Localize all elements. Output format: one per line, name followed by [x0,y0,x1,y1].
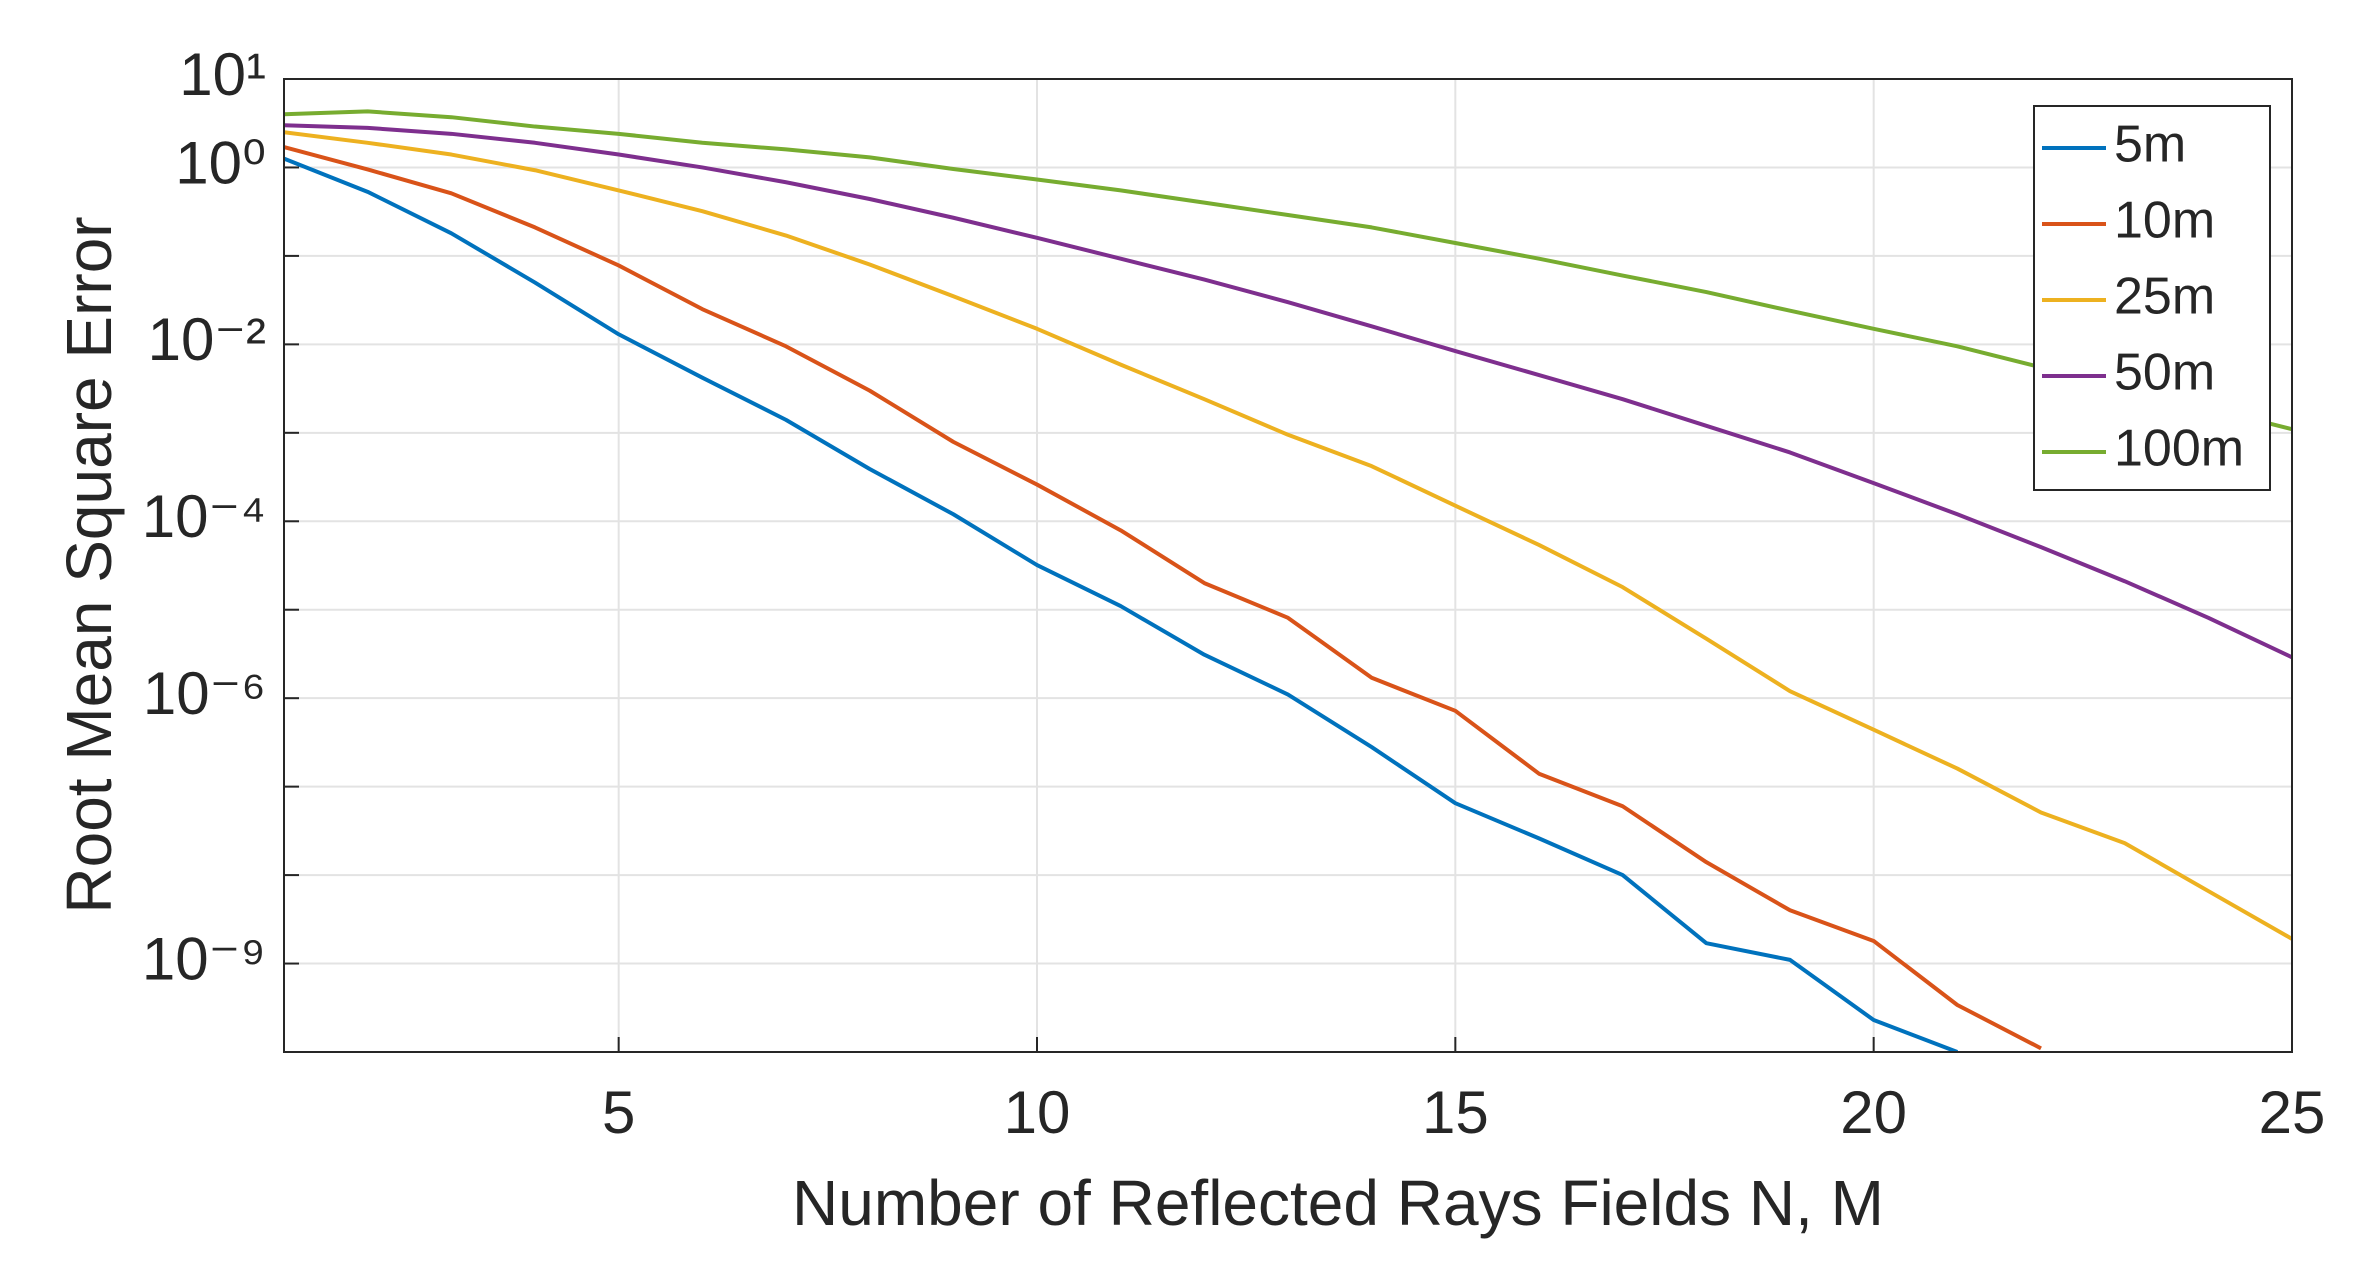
legend-label: 100m [2114,420,2244,478]
x-tick-label: 15 [1422,1079,1489,1146]
y-axis-label: Root Mean Square Error [53,216,125,913]
y-tick-label: 10⁻⁶ [143,660,266,727]
y-tick-label: 10⁰ [175,129,266,196]
x-tick-label: 20 [1840,1079,1907,1146]
x-tick-label: 10 [1004,1079,1071,1146]
y-tick-label: 10⁻² [148,306,266,373]
x-axis-label: Number of Reflected Rays Fields N, M [792,1167,1884,1239]
series-line [284,109,2292,432]
series-line [284,156,1959,1052]
legend-label: 25m [2114,268,2215,326]
legend-label: 50m [2114,344,2215,402]
y-tick-label: 10¹ [179,41,266,108]
y-tick-label: 10⁻⁴ [142,483,266,550]
tick-labels: 5 10 15 20 25 10¹ 10⁰ 10⁻² 10⁻⁴ 10⁻⁶ 10⁻⁹ [142,41,2326,1146]
series-line [284,145,2042,1051]
legend: 5m 10m 25m 50m 100m [2033,105,2271,491]
plot-frame [283,78,2293,1053]
legend-label: 5m [2114,116,2186,174]
y-tick-label: 10⁻⁹ [142,925,266,992]
series-line [284,130,2292,941]
legend-label: 10m [2114,192,2215,250]
x-tick-label: 25 [2259,1079,2326,1146]
series-line [284,123,2292,660]
x-tick-label: 5 [602,1079,635,1146]
plot-lines [284,109,2292,1052]
